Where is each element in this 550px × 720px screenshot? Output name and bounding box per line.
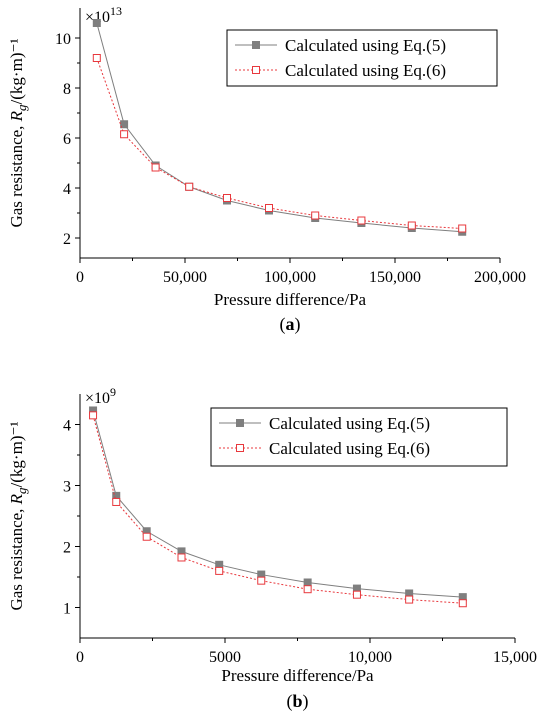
data-point (223, 194, 231, 202)
x-axis-title: Pressure difference/Pa (221, 666, 374, 685)
legend-marker (236, 419, 244, 427)
data-point (215, 566, 224, 575)
data-point (151, 163, 160, 172)
data-point (458, 599, 467, 608)
x-tick-label: 5000 (209, 649, 241, 666)
legend-marker (252, 66, 260, 74)
data-point (407, 221, 416, 230)
x-axis-title: Pressure difference/Pa (214, 290, 367, 309)
x-tick-label: 10,000 (348, 649, 392, 666)
y-tick-label: 4 (63, 418, 71, 435)
y-axis-title: Gas resistance, Rg/(kg·m)⁻¹ (7, 38, 29, 227)
series-2 (92, 54, 467, 233)
x-tick-label: 200,000 (474, 269, 526, 286)
y-tick-label: 8 (63, 81, 71, 98)
data-point (120, 130, 129, 139)
y-tick-label: 10 (55, 31, 71, 48)
data-point (458, 224, 467, 233)
y-multiplier-label: ×1013 (85, 4, 122, 26)
x-tick-label: 15,000 (493, 649, 537, 666)
data-point (257, 576, 266, 585)
y-tick-label: 1 (63, 601, 71, 618)
legend-label: Calculated using Eq.(6) (269, 439, 430, 458)
data-point (265, 204, 273, 212)
data-point (89, 411, 98, 420)
y-multiplier-label: ×109 (85, 385, 116, 407)
series-line (92, 410, 463, 598)
legend-label: Calculated using Eq.(5) (285, 36, 446, 55)
y-tick-label: 4 (63, 181, 71, 198)
legend-marker (236, 444, 244, 452)
panel-label: (b) (286, 691, 308, 712)
data-point (177, 553, 186, 562)
legend-label: Calculated using Eq.(5) (269, 414, 430, 433)
x-tick-label: 0 (76, 269, 84, 286)
series-line (92, 415, 463, 604)
y-tick-label: 2 (63, 540, 71, 557)
data-point (357, 216, 366, 225)
y-tick-label: 2 (63, 231, 71, 248)
data-point (405, 595, 414, 604)
chart-panel-a: 0 50,000 100,000 150,000 200,000 2 4 6 8 10 ×1013 G… (7, 4, 526, 335)
x-tick-label: 100,000 (264, 269, 316, 286)
data-point (303, 585, 312, 594)
y-tick-label: 6 (63, 131, 71, 148)
data-point (112, 497, 121, 506)
data-point (311, 211, 320, 220)
x-tick-label: 50,000 (163, 269, 207, 286)
series-line (96, 22, 463, 233)
x-tick-label: 150,000 (369, 269, 421, 286)
data-point (303, 578, 312, 587)
legend-box (226, 29, 498, 87)
legend-label: Calculated using Eq.(6) (285, 61, 446, 80)
data-point (120, 120, 129, 129)
x-tick-label: 0 (76, 649, 84, 666)
data-point (142, 532, 151, 541)
data-point (185, 182, 194, 191)
legend: Calculated using Eq.(5) Calculated using … (226, 29, 498, 87)
data-point (352, 590, 361, 599)
y-axis-title: Gas resistance, Rg/(kg·m)⁻¹ (7, 421, 29, 610)
chart-panel-b: 0 5000 10,000 15,000 1 2 3 4 ×109 Gas resistance,… (7, 385, 537, 712)
panel-label: (a) (280, 314, 301, 335)
legend-box (210, 407, 508, 467)
legend-marker (252, 41, 260, 49)
y-tick-label: 3 (63, 479, 71, 496)
data-point (92, 19, 101, 27)
legend: Calculated using Eq.(5) Calculated using … (210, 407, 508, 467)
data-point (92, 54, 101, 62)
series-2 (89, 411, 467, 608)
